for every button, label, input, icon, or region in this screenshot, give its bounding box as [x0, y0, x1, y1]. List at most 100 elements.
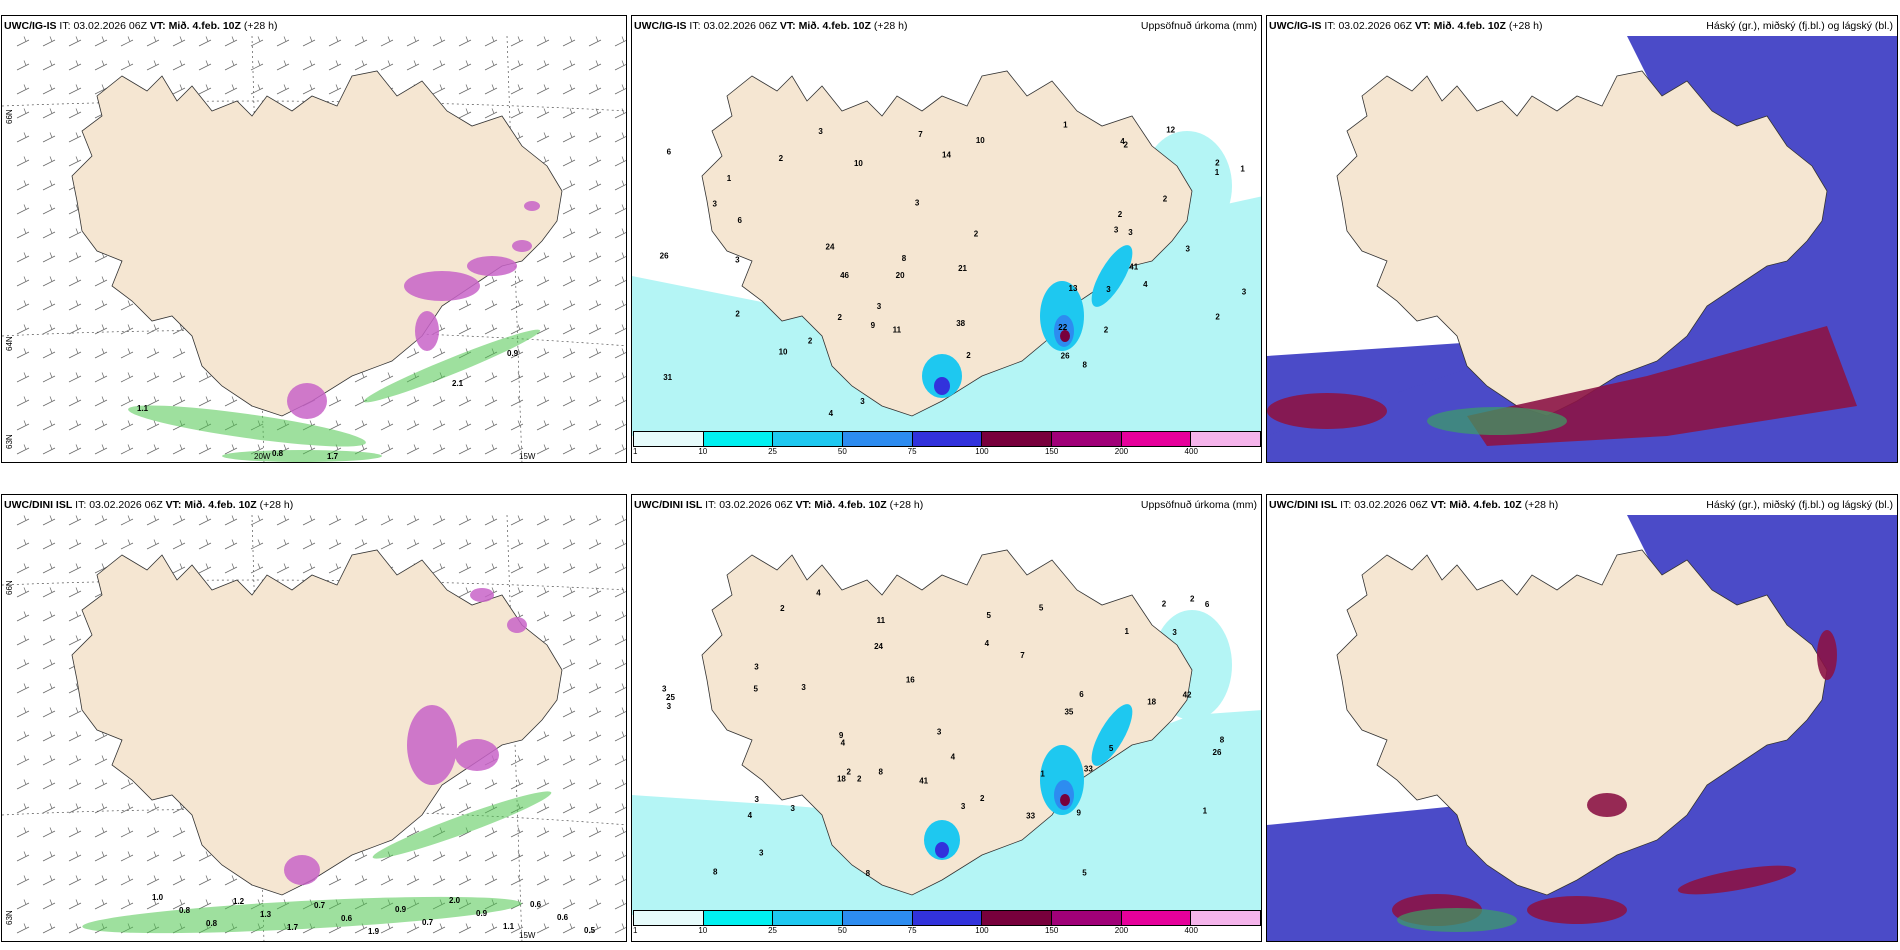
wind-barb — [458, 923, 472, 934]
wind-barb — [328, 515, 342, 526]
wind-barb — [172, 875, 186, 886]
wind-barb — [562, 755, 576, 766]
iceland-land — [71, 549, 563, 896]
wind-barb — [588, 204, 602, 215]
value-label: 3 — [1185, 245, 1190, 254]
wind-barb — [94, 539, 108, 550]
value-label: 42 — [1183, 691, 1192, 700]
colorbar-cell — [634, 911, 704, 925]
value-label: 3 — [1114, 225, 1119, 234]
it-label: IT: — [59, 20, 71, 32]
wind-barb — [562, 635, 576, 646]
wind-barb — [120, 851, 134, 862]
wind-barb — [94, 563, 108, 574]
wind-barb — [42, 276, 56, 287]
wind-barb — [406, 827, 420, 838]
value-label: 2 — [1118, 210, 1123, 219]
model-name: UWC/IG-IS — [4, 20, 57, 32]
wind-barb — [16, 276, 30, 287]
wind-barb — [198, 396, 212, 407]
wind-barb — [458, 779, 472, 790]
value-label: 0.9 — [476, 909, 488, 918]
wind-barb — [614, 659, 626, 670]
vt-value: Mið. 4.feb. 10Z — [814, 499, 887, 511]
green-precip — [82, 791, 552, 934]
panel-title: UWC/IG-IS IT: 03.02.2026 06Z VT: Mið. 4.… — [1269, 20, 1542, 32]
wind-barb — [510, 348, 524, 359]
wind-barb — [614, 180, 626, 191]
wind-barb — [276, 84, 290, 95]
lat-label-63n: 63N — [5, 434, 14, 449]
wind-barb — [588, 180, 602, 191]
value-label: 7 — [918, 130, 923, 139]
colorbar-cell — [843, 911, 913, 925]
cloud-title: Háský (gr.), miðský (fj.bl.) og lágský (… — [1706, 499, 1893, 511]
wind-barb — [588, 587, 602, 598]
wind-barb — [406, 36, 420, 47]
wind-barb — [146, 36, 160, 47]
wind-barb — [614, 156, 626, 167]
wind-barb — [588, 420, 602, 431]
value-label: 7 — [1020, 651, 1025, 660]
value-label: 33 — [1026, 811, 1035, 820]
precip-title: Uppsöfnuð úrkoma (mm) — [1140, 499, 1257, 511]
wind-barb — [276, 36, 290, 47]
wind-barb — [94, 755, 108, 766]
value-label: 2 — [779, 154, 784, 163]
cloud-map — [1267, 36, 1897, 462]
wind-barb — [614, 899, 626, 910]
wind-barb — [146, 899, 160, 910]
wind-barb — [510, 875, 524, 886]
precip-heavy-areas — [922, 245, 1133, 398]
wind-barb — [588, 923, 602, 934]
wind-barb — [120, 875, 134, 886]
wind-barb — [536, 923, 550, 934]
value-label: 3 — [915, 199, 920, 208]
wind-barb — [146, 348, 160, 359]
wind-barb — [94, 60, 108, 71]
wind-map-panel-bottom: UWC/DINI ISL IT: 03.02.2026 06Z VT: Mið.… — [1, 494, 627, 942]
wind-barb — [458, 587, 472, 598]
value-label: 24 — [874, 642, 883, 651]
wind-barb — [42, 204, 56, 215]
mid-cloud — [1397, 908, 1517, 932]
wind-barb — [614, 108, 626, 119]
wind-barb — [458, 420, 472, 431]
value-label: 6 — [1205, 600, 1210, 609]
value-label: 1 — [1240, 165, 1245, 174]
wind-barb — [68, 923, 82, 934]
colorbar-tick: 10 — [698, 926, 708, 935]
wind-barb — [484, 779, 498, 790]
lon-label-15w: 15W — [519, 931, 536, 940]
wind-barb — [484, 563, 498, 574]
wind-barb — [406, 539, 420, 550]
wind-barb — [68, 899, 82, 910]
wind-barb — [432, 36, 446, 47]
wind-barb — [16, 755, 30, 766]
wind-barb — [614, 420, 626, 431]
vt-value: Mið. 4.feb. 10Z — [1433, 20, 1506, 32]
wind-barb — [224, 515, 238, 526]
wind-barb — [16, 180, 30, 191]
wind-barb — [588, 875, 602, 886]
wind-barb — [94, 779, 108, 790]
wind-barb — [250, 515, 264, 526]
wind-barb — [94, 875, 108, 886]
wind-barb — [42, 324, 56, 335]
wind-barb — [172, 84, 186, 95]
wind-barb — [458, 60, 472, 71]
wind-barb — [68, 36, 82, 47]
lat-label-63n: 63N — [5, 910, 14, 925]
wind-barb — [224, 396, 238, 407]
wind-barb — [536, 348, 550, 359]
wind-barb — [42, 755, 56, 766]
value-label: 4 — [951, 752, 956, 761]
value-label: 4 — [748, 811, 753, 820]
wind-barb — [354, 420, 368, 431]
wind-barb — [562, 923, 576, 934]
vt-value: Mið. 4.feb. 10Z — [1449, 499, 1522, 511]
wind-barb — [198, 60, 212, 71]
it-value: 03.02.2026 06Z — [719, 499, 793, 511]
value-label: 0.7 — [422, 918, 434, 927]
wind-barb — [120, 324, 134, 335]
